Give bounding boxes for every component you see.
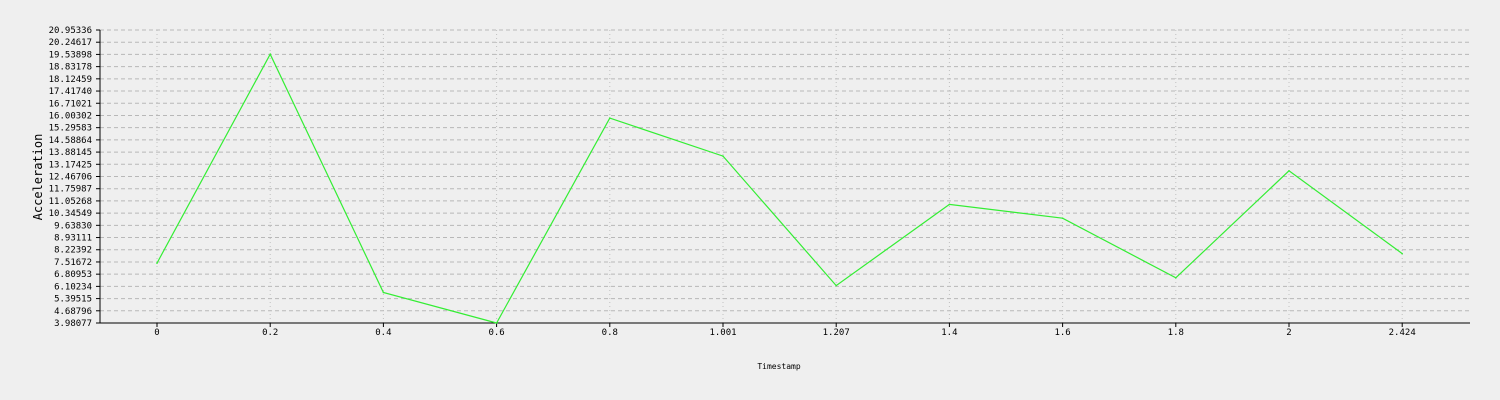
y-tick-label: 18.83178 bbox=[49, 63, 92, 73]
x-ticks: 0 0.2 0.4 0.6 0.8 1.001 1.207 1.4 1.6 1.8 2 2.424 bbox=[154, 323, 1416, 338]
y-tick-label: 14.58864 bbox=[49, 136, 92, 146]
x-tick-label: 1.207 bbox=[823, 328, 850, 338]
y-tick-label: 8.22392 bbox=[54, 246, 92, 256]
x-tick-label: 0.4 bbox=[375, 328, 391, 338]
y-tick-label: 13.88145 bbox=[49, 148, 92, 158]
y-tick-label: 20.95336 bbox=[49, 26, 92, 36]
data-point bbox=[1061, 217, 1064, 220]
data-point bbox=[1175, 276, 1177, 279]
data-point bbox=[156, 262, 158, 264]
x-tick-label: 0 bbox=[154, 328, 159, 338]
x-tick-label: 1.6 bbox=[1054, 328, 1070, 338]
y-tick-label: 8.93111 bbox=[54, 234, 92, 244]
y-tick-label: 7.51672 bbox=[54, 258, 92, 268]
grid bbox=[100, 29, 1470, 323]
data-point bbox=[382, 291, 385, 294]
x-tick-label: 0.8 bbox=[602, 328, 618, 338]
y-tick-label: 19.53898 bbox=[49, 50, 92, 60]
y-tick-label: 16.00302 bbox=[49, 111, 92, 121]
series-line bbox=[156, 52, 1403, 324]
series bbox=[156, 52, 1403, 324]
data-point bbox=[1401, 252, 1403, 255]
data-point bbox=[609, 117, 611, 119]
y-tick-label: 6.80953 bbox=[54, 270, 92, 280]
data-point bbox=[722, 155, 724, 157]
x-tick-label: 0.2 bbox=[262, 328, 278, 338]
x-tick-label: 0.6 bbox=[488, 328, 504, 338]
y-tick-label: 15.29583 bbox=[49, 124, 92, 134]
y-tick-label: 11.05268 bbox=[49, 197, 92, 207]
x-tick-label: 1.8 bbox=[1168, 328, 1184, 338]
data-point bbox=[495, 322, 498, 324]
y-tick-label: 12.46706 bbox=[49, 173, 92, 183]
y-tick-label: 10.34549 bbox=[49, 209, 92, 219]
y-tick-label: 6.10234 bbox=[54, 282, 92, 292]
x-axis-title: Timestamp bbox=[757, 362, 801, 371]
data-point bbox=[1288, 169, 1290, 172]
x-tick-label: 1.001 bbox=[709, 328, 736, 338]
y-tick-label: 18.12459 bbox=[49, 75, 92, 85]
x-tick-label: 2.424 bbox=[1389, 328, 1416, 338]
x-tick-label: 2 bbox=[1286, 328, 1291, 338]
y-ticks: 3.98077 4.68796 5.39515 6.10234 6.80953 7.516… bbox=[49, 26, 100, 329]
x-tick-label: 1.4 bbox=[941, 328, 957, 338]
y-tick-label: 13.17425 bbox=[49, 160, 92, 170]
y-tick-label: 9.63830 bbox=[54, 221, 92, 231]
y-axis-title: Acceleration bbox=[31, 134, 45, 221]
y-tick-label: 20.24617 bbox=[49, 38, 92, 48]
data-point bbox=[269, 53, 272, 56]
y-tick-label: 16.71021 bbox=[49, 99, 92, 109]
data-point bbox=[835, 284, 837, 287]
y-tick-label: 17.41740 bbox=[49, 87, 92, 97]
data-point bbox=[948, 203, 951, 206]
y-tick-label: 3.98077 bbox=[54, 319, 92, 329]
y-tick-label: 11.75987 bbox=[49, 185, 92, 195]
y-tick-label: 5.39515 bbox=[54, 295, 92, 305]
y-tick-label: 4.68796 bbox=[54, 307, 92, 317]
